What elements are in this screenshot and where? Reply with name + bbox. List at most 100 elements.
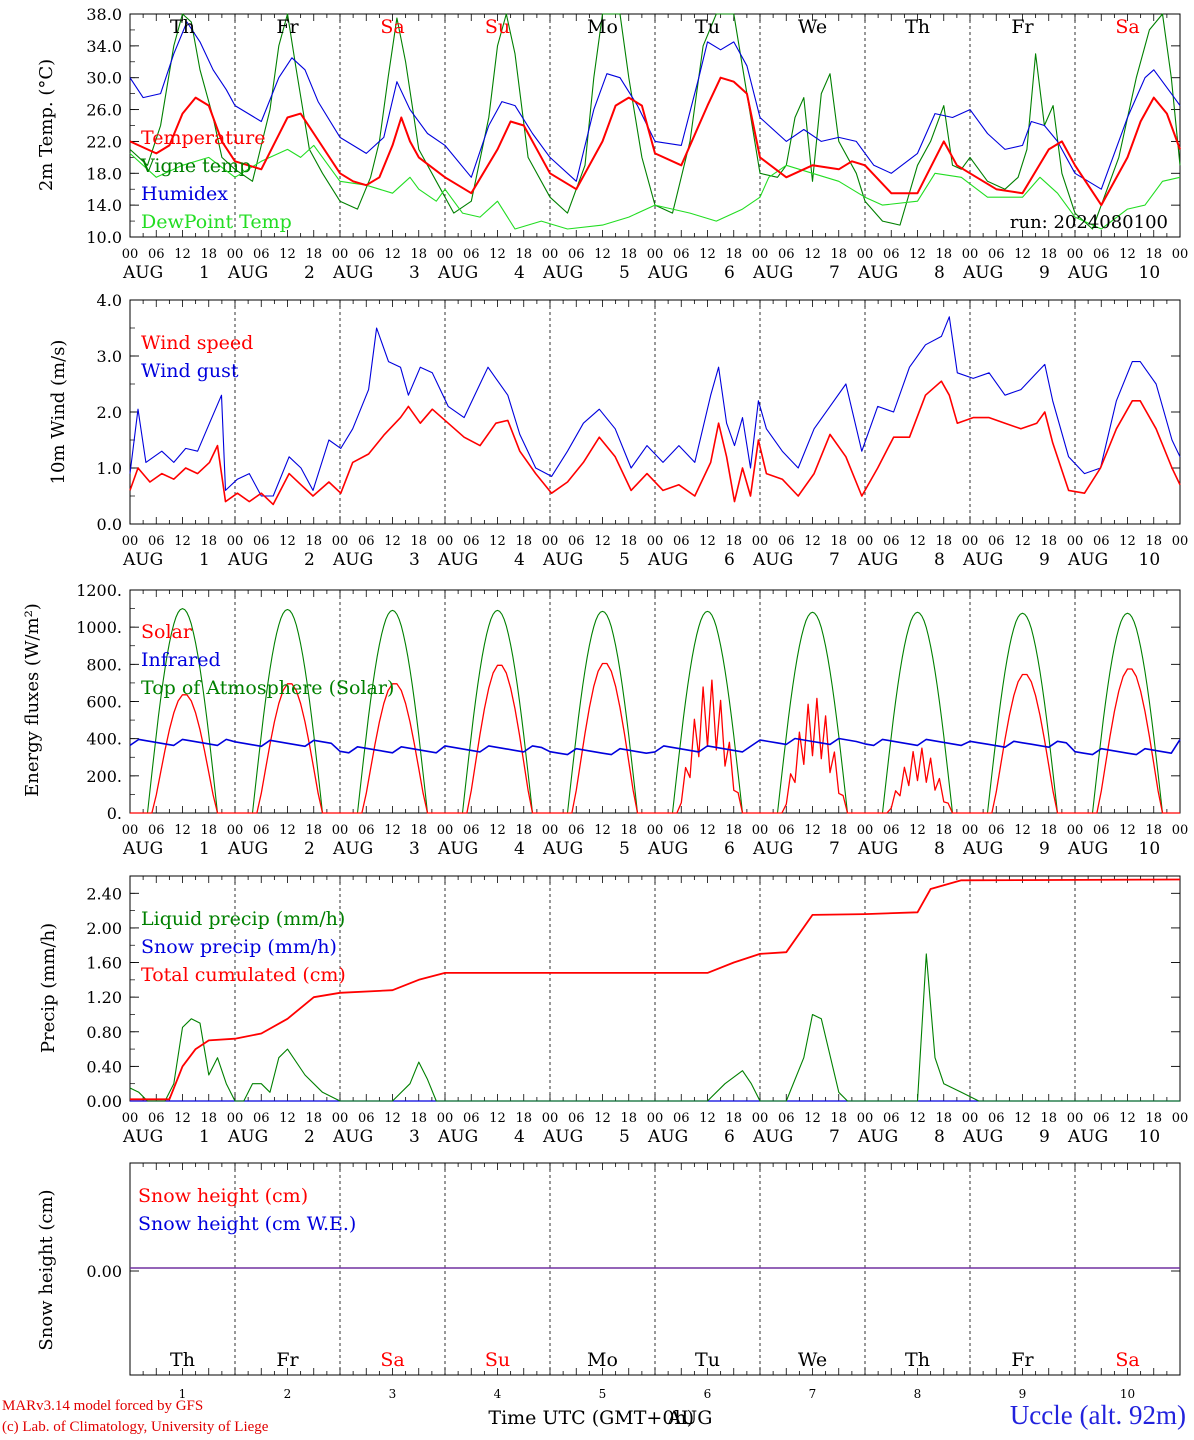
hour-tick-label: 12	[699, 534, 716, 549]
hour-tick-label: 00	[332, 247, 349, 262]
legend-liquid-precip-mm-h-: Liquid precip (mm/h)	[141, 908, 345, 930]
hour-tick-label: 18	[725, 247, 742, 262]
day-code-label: Sa	[1115, 16, 1139, 38]
day-number-label: 4	[514, 1127, 525, 1147]
month-label: AUG	[122, 839, 163, 859]
y-tick-label: 26.0	[86, 101, 122, 120]
hour-tick-label: 00	[752, 534, 769, 549]
hour-tick-label: 12	[909, 247, 926, 262]
series-line-liquid-precip	[129, 953, 1180, 1102]
day-number-label: 7	[829, 550, 840, 570]
hour-tick-label: 12	[279, 247, 296, 262]
day-number-label: 3	[409, 1127, 420, 1147]
hour-tick-label: 18	[200, 247, 217, 262]
hour-tick-label: 12	[804, 1111, 821, 1126]
month-label: AUG	[962, 263, 1003, 283]
series-line-solar	[130, 662, 1180, 814]
hour-tick-label: 06	[988, 1111, 1005, 1126]
hour-tick-label: 00	[1172, 247, 1189, 262]
hour-tick-label: 12	[174, 534, 191, 549]
hour-tick-label: 06	[463, 247, 480, 262]
hour-tick-label: 18	[830, 823, 847, 838]
hour-tick-label: 18	[620, 534, 637, 549]
hour-tick-label: 00	[962, 247, 979, 262]
day-code-label: Tu	[695, 1349, 720, 1371]
y-tick-label: 38.0	[86, 5, 122, 24]
y-tick-label: 400.	[86, 730, 122, 749]
y-tick-label: 0.	[107, 804, 122, 823]
hour-tick-label: 00	[122, 534, 139, 549]
hour-tick-label: 12	[594, 823, 611, 838]
day-number-label: 3	[409, 550, 420, 570]
hour-tick-label: 12	[699, 247, 716, 262]
hour-tick-label: 12	[909, 534, 926, 549]
hour-tick-label: 00	[857, 247, 874, 262]
day-number-label: 10	[1139, 1127, 1161, 1147]
legend-top-of-atmosphere-solar-: Top of Atmosphere (Solar)	[141, 677, 394, 699]
month-label: AUG	[332, 1127, 373, 1147]
hour-tick-label: 06	[358, 534, 375, 549]
month-label: AUG	[752, 263, 793, 283]
month-label: AUG	[752, 839, 793, 859]
y-tick-label: 1000.	[76, 618, 122, 637]
panel-frame-1	[129, 299, 1181, 525]
hour-tick-label: 00	[1067, 1111, 1084, 1126]
day-number-label: 5	[619, 263, 630, 283]
y-tick-label: 2.00	[86, 919, 122, 938]
day-number-label: 10	[1139, 839, 1161, 859]
day-code-label: Fr	[1011, 16, 1034, 38]
hour-tick-label: 18	[620, 1111, 637, 1126]
day-number-label: 10	[1139, 263, 1161, 283]
hour-tick-label: 06	[778, 247, 795, 262]
hour-tick-label: 18	[515, 247, 532, 262]
series-line-wind-speed	[129, 380, 1181, 506]
hour-tick-label: 12	[489, 534, 506, 549]
day-number-label: 5	[619, 1127, 630, 1147]
day-number-label: 9	[1039, 839, 1050, 859]
day-number-label: 5	[619, 550, 630, 570]
hour-tick-label: 12	[1014, 823, 1031, 838]
hour-tick-label: 00	[752, 247, 769, 262]
hour-tick-label: 00	[542, 1111, 559, 1126]
day-code-label: Tu	[695, 16, 720, 38]
hour-tick-label: 06	[778, 823, 795, 838]
day-number-label: 2	[304, 263, 315, 283]
hour-tick-label: 18	[620, 247, 637, 262]
hour-tick-label: 18	[830, 1111, 847, 1126]
legend-infrared: Infrared	[141, 649, 221, 671]
y-tick-label: 34.0	[86, 37, 122, 56]
hour-tick-label: 06	[1093, 823, 1110, 838]
day-number-label: 4	[514, 263, 525, 283]
hour-tick-label: 00	[1172, 823, 1189, 838]
day-number-label: 9	[1039, 1127, 1050, 1147]
hour-tick-label: 12	[699, 1111, 716, 1126]
hour-tick-label: 12	[174, 1111, 191, 1126]
hour-tick-label: 00	[857, 1111, 874, 1126]
hour-tick-label: 06	[148, 534, 165, 549]
y-axis-label: Snow height (cm)	[36, 1189, 57, 1350]
month-label: AUG	[227, 550, 268, 570]
day-code-label: We	[798, 1349, 827, 1371]
hour-tick-label: 06	[1093, 247, 1110, 262]
day-number-label: 4	[514, 839, 525, 859]
y-tick-label: 0.00	[86, 1092, 122, 1111]
hour-tick-label: 12	[489, 247, 506, 262]
hour-tick-label: 12	[384, 1111, 401, 1126]
hour-tick-label: 00	[227, 1111, 244, 1126]
day-number-label: 8	[934, 550, 945, 570]
series-line-wind-gust	[129, 316, 1181, 497]
hour-tick-label: 12	[279, 823, 296, 838]
month-label: AUG	[542, 263, 583, 283]
hour-tick-label: 18	[1040, 1111, 1057, 1126]
legend-snow-height-cm-w-e-: Snow height (cm W.E.)	[138, 1213, 356, 1235]
y-tick-label: 2.40	[86, 884, 122, 903]
month-label: AUG	[857, 1127, 898, 1147]
hour-tick-label: 06	[1093, 1111, 1110, 1126]
day-code-label: Mo	[587, 1349, 618, 1371]
hour-tick-label: 00	[962, 534, 979, 549]
y-tick-label: 1.20	[86, 988, 122, 1007]
legend-vigne-temp: Vigne temp	[140, 155, 251, 177]
day-number-label: 9	[1019, 1387, 1027, 1401]
day-code-label: Th	[170, 16, 195, 38]
hour-tick-label: 00	[647, 534, 664, 549]
